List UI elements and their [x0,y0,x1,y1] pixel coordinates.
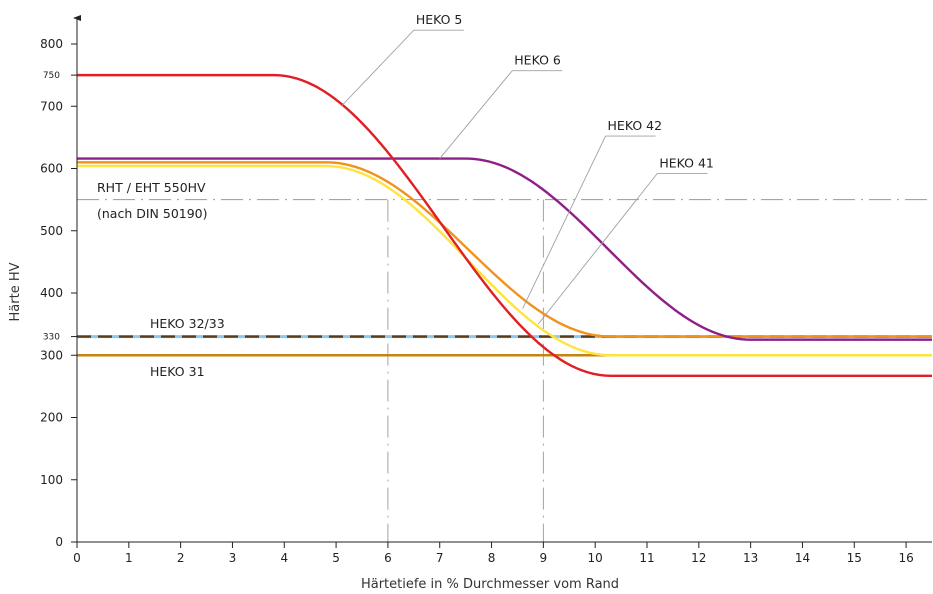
x-tick-label: 0 [73,551,81,565]
y-tick-label: 300 [40,348,63,362]
x-tick-label: 8 [488,551,496,565]
callout-heko-41-label: HEKO 41 [659,155,714,170]
callout-heko-42-leader [522,135,656,309]
y-axis-title: Härte HV [8,262,23,321]
series-layer [77,73,932,377]
x-tick-label: 13 [743,551,758,565]
series-line-heko-6 [77,157,932,341]
callout-heko-5-leader [340,29,464,107]
x-tick-label: 3 [229,551,237,565]
reference-label-line2: (nach DIN 50190) [97,206,208,221]
y-tick-label: 600 [40,162,63,176]
y-tick-label: 100 [40,473,63,487]
y-tick-label: 700 [40,99,63,113]
x-tick-label: 10 [588,551,603,565]
x-tick-label: 12 [691,551,706,565]
series-label-heko-31: HEKO 31 [150,364,205,379]
x-axis-title: Härtetiefe in % Durchmesser vom Rand [361,577,619,592]
series-line-heko-5 [77,73,932,377]
callout-heko-41-leader [537,172,708,325]
x-tick-label: 2 [177,551,185,565]
callout-heko-6-label: HEKO 6 [514,53,561,68]
reference-layer [77,199,932,542]
x-tick-label: 16 [898,551,913,565]
x-tick-label: 5 [332,551,340,565]
x-tick-label: 15 [847,551,862,565]
x-tick-label: 9 [540,551,548,565]
x-tick-label: 6 [384,551,392,565]
x-tick-label: 14 [795,551,810,565]
y-tick-label: 500 [40,224,63,238]
x-tick-label: 1 [125,551,133,565]
callout-heko-6-leader [439,70,563,159]
x-tick-label: 11 [639,551,654,565]
y-tick-label-small: 330 [43,333,60,343]
reference-label-line1: RHT / EHT 550HV [97,180,206,195]
series-label-heko-32-33: HEKO 32/33 [150,316,225,331]
y-tick-label: 400 [40,286,63,300]
y-tick-label: 800 [40,37,63,51]
x-tick-label: 4 [280,551,288,565]
y-tick-label: 200 [40,411,63,425]
series-line-heko-42 [77,161,932,338]
callout-heko-5-label: HEKO 5 [416,12,463,27]
callout-heko-42-label: HEKO 42 [608,118,663,133]
y-tick-label-small: 750 [43,71,60,81]
axis-layer: 0 1 2 3 4 5 6 7 8 9 10 11 12 13 14 15 160100200300400500… [40,15,932,565]
x-tick-label: 7 [436,551,444,565]
callout-layer: HEKO 5 HEKO 6 HEKO 42 HEKO 41 [340,12,714,325]
y-tick-label: 0 [55,535,63,549]
